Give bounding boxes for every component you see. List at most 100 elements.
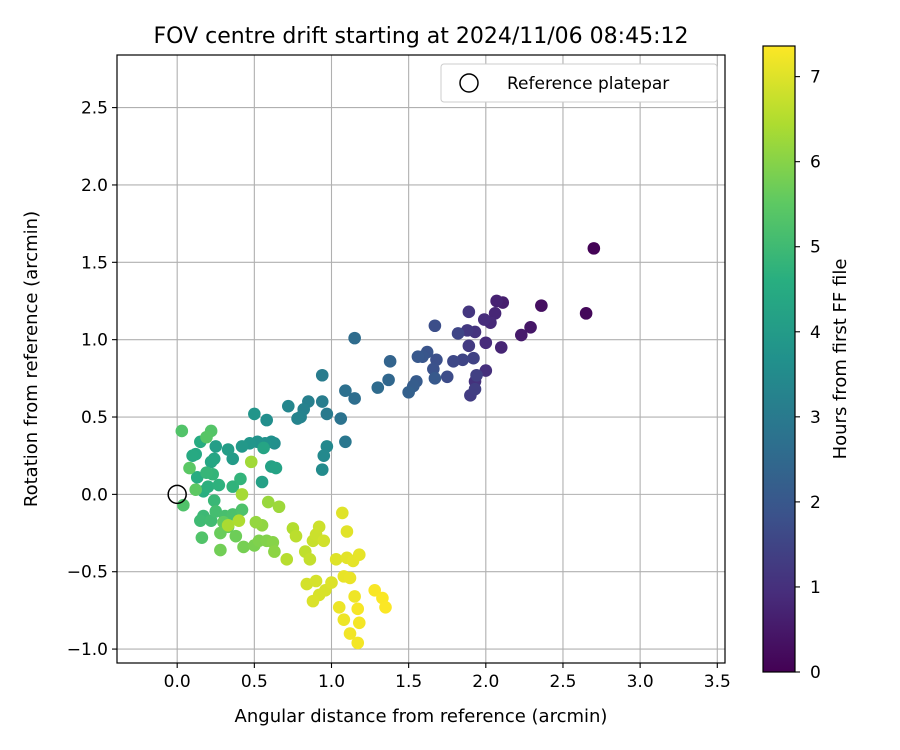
data-point — [524, 320, 537, 334]
data-point — [260, 413, 273, 427]
data-point — [352, 548, 366, 562]
data-point — [212, 478, 226, 492]
data-point — [339, 384, 352, 398]
data-point — [309, 574, 323, 588]
data-point — [303, 553, 317, 566]
data-point — [325, 576, 338, 589]
data-point — [204, 455, 218, 469]
colorbar: 0 1 2 3 4 5 6 7 Hours from first FF file — [762, 45, 851, 683]
colorbar-tick-label: 7 — [810, 68, 821, 88]
y-tick-label: 2.5 — [81, 99, 108, 119]
colorbar-tick-label: 6 — [810, 153, 821, 173]
grid-lines — [117, 55, 725, 663]
data-point — [214, 526, 227, 540]
data-point — [234, 472, 247, 486]
plot-frame — [116, 54, 726, 664]
chart-title: FOV centre drift starting at 2024/11/06 … — [154, 24, 689, 49]
data-point — [183, 461, 196, 475]
data-point — [317, 449, 331, 462]
data-point — [177, 498, 190, 512]
data-point — [479, 336, 493, 350]
data-point — [207, 494, 221, 507]
colorbar-tick-label: 0 — [810, 663, 821, 683]
data-point — [451, 327, 465, 340]
data-point — [379, 601, 392, 614]
data-point — [320, 407, 334, 421]
data-point — [348, 590, 361, 603]
data-point — [462, 339, 476, 353]
colorbar-label: Hours from first FF file — [830, 259, 851, 460]
x-tick-label: 2.5 — [549, 672, 576, 692]
colorbar-tick-label: 5 — [810, 238, 821, 258]
data-point — [340, 525, 354, 538]
data-point — [272, 500, 286, 514]
data-point — [382, 373, 395, 387]
data-point — [348, 331, 361, 345]
legend-marker — [459, 73, 479, 93]
data-point — [315, 395, 329, 408]
data-point — [315, 368, 329, 382]
x-tick-label: 1.0 — [318, 672, 345, 692]
data-point — [428, 319, 442, 333]
axis-ticks: 0.0 0.5 1.0 1.5 2.0 2.5 3.0 3.5 −1.0 −0.5 0.0 0.5 1.… — [67, 99, 731, 692]
data-point — [186, 449, 199, 462]
data-point — [266, 536, 280, 549]
colorbar-ticks: 0 1 2 3 4 5 6 7 — [795, 68, 821, 683]
data-point — [221, 519, 235, 532]
colorbar-tick-label: 3 — [810, 408, 821, 428]
data-point — [440, 370, 454, 384]
data-point — [201, 480, 215, 493]
y-tick-label: 1.5 — [81, 253, 108, 273]
x-tick-label: 3.0 — [627, 672, 654, 692]
data-point — [402, 385, 415, 399]
data-point — [490, 294, 503, 308]
data-point — [371, 381, 385, 394]
legend-label: Reference platepar — [507, 74, 669, 94]
data-point — [237, 540, 250, 554]
x-axis-label: Angular distance from reference (arcmin) — [235, 706, 608, 727]
data-point — [332, 601, 346, 614]
x-tick-label: 2.0 — [472, 672, 499, 692]
data-point — [428, 372, 442, 385]
data-point — [306, 594, 320, 608]
data-point — [189, 483, 203, 497]
data-point — [195, 531, 209, 544]
data-point — [456, 353, 469, 367]
data-point — [312, 520, 326, 534]
data-point — [462, 305, 476, 319]
data-point — [470, 368, 483, 382]
data-point — [343, 627, 357, 640]
data-point — [352, 616, 366, 630]
legend-box — [440, 63, 718, 103]
data-point — [329, 553, 343, 566]
data-point — [535, 299, 548, 312]
data-point — [200, 466, 213, 480]
data-point — [269, 461, 283, 475]
data-point — [175, 424, 189, 438]
data-point — [226, 452, 240, 466]
data-point — [515, 328, 528, 342]
data-point — [579, 307, 593, 320]
y-axis-label: Rotation from reference (arcmin) — [21, 211, 42, 507]
data-point — [467, 351, 480, 365]
data-point — [235, 440, 249, 453]
data-point — [248, 407, 261, 421]
x-tick-label: 0.5 — [241, 672, 268, 692]
data-point — [368, 583, 382, 597]
data-point — [339, 435, 352, 449]
data-point — [200, 430, 213, 444]
data-point — [244, 455, 258, 469]
data-point — [289, 529, 303, 543]
colorbar-tick-label: 2 — [810, 493, 821, 513]
data-points — [175, 242, 601, 650]
data-point — [249, 515, 263, 529]
data-point — [427, 362, 440, 376]
x-tick-label: 3.5 — [704, 672, 731, 692]
data-point — [351, 602, 365, 616]
data-point — [411, 350, 425, 363]
y-tick-label: 0.0 — [81, 485, 108, 505]
data-point — [337, 613, 351, 626]
y-tick-label: −0.5 — [67, 563, 108, 583]
colorbar-tick-label: 1 — [810, 578, 821, 598]
